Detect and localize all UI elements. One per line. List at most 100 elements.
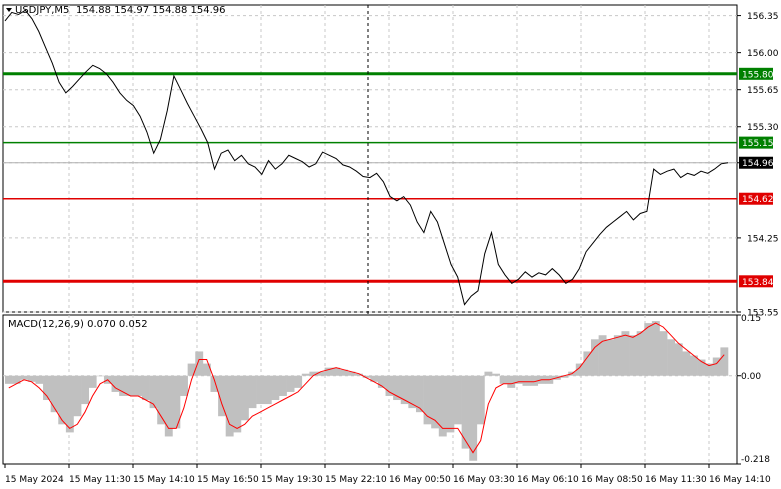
macd-bar [370,375,379,382]
macd-bar [210,375,219,392]
ohlc-values: 154.88 154.97 154.88 154.96 [76,5,226,16]
macd-bar [667,339,676,376]
macd-bar [111,375,120,392]
level-label-box [739,136,773,149]
macd-bar [484,371,493,376]
time-tick-label: 16 May 14:10 [709,475,771,485]
macd-panel[interactable]: MACD(12,26,9) 0.070 0.052 0.15 0.00 -0.218 [2,314,770,465]
macd-bar [119,375,128,396]
macd-bar [514,375,523,384]
macd-bar [621,331,630,376]
macd-bar [134,375,143,396]
price-tick-label: 153.55 [747,309,779,319]
macd-bar [256,375,265,405]
price-panel-frame [2,4,738,313]
time-tick-label: 16 May 08:50 [581,475,643,485]
macd-bar [27,375,36,382]
time-tick-label: 15 May 19:30 [261,475,323,485]
macd-bar [400,375,409,405]
price-tick-label: 155.30 [747,123,779,133]
macd-bar [218,375,226,417]
macd-bar [180,375,188,396]
level-label-box [739,192,773,205]
macd-tick-label: 0.00 [741,372,761,382]
macd-bar [332,367,341,376]
macd-bar [461,375,470,449]
macd-bar [309,371,318,376]
macd-bar [560,375,569,378]
chart-header: USDJPY,M5 154.88 154.97 154.88 154.96 [6,5,226,16]
macd-bar [720,347,729,376]
macd-bar [469,375,478,461]
macd-title: MACD(12,26,9) 0.070 0.052 [8,319,148,330]
macd-bar [583,351,592,376]
macd-bar [689,355,698,376]
macd-bar [50,375,59,413]
current-price-label: 154.96 [742,159,774,169]
price-tick-label: 156.00 [747,49,779,59]
macd-bar [423,375,432,425]
macd-bar [248,375,257,409]
macd-bar [499,375,508,384]
price-tick-label: 155.65 [747,86,779,96]
macd-bar [415,375,424,413]
macd-bar [591,339,599,376]
time-tick-label: 15 May 2024 [5,475,64,485]
macd-bar [141,375,150,401]
level-label: 153.84 [742,278,774,288]
macd-bar [530,375,539,386]
macd-bar [278,375,287,396]
time-tick-label: 15 May 11:30 [69,475,131,485]
level-label: 154.62 [742,195,774,205]
macd-bar [507,375,516,388]
macd-bar [712,357,721,376]
macd-bar [58,375,67,425]
support-resistance-levels: 155.80 155.15 154.62 153.84 154.96 [3,67,774,288]
macd-bar [636,331,645,376]
macd-bar [651,321,660,376]
macd-bar [164,375,173,437]
macd-axis: 0.15 0.00 -0.218 [737,314,770,465]
macd-bar [88,375,97,388]
price-grid [3,5,737,313]
time-tick-label: 15 May 16:50 [197,475,259,485]
price-panel[interactable]: 155.80 155.15 154.62 153.84 154.96 USDJPY,M5… [2,4,779,464]
macd-bar [377,375,386,388]
price-axis: 156.35 156.00 155.65 155.30 154.25 153.55 [737,12,779,319]
macd-bar [454,375,462,425]
macd-bar [446,375,455,433]
macd-bar [644,323,653,376]
macd-bar [362,375,371,378]
macd-bar [5,375,13,384]
macd-bar [263,375,272,405]
current-price-box [739,156,773,169]
macd-bar [339,369,348,376]
macd-bar [355,373,363,376]
macd-bar [393,375,402,401]
macd-bar [126,375,135,396]
macd-bar [598,335,607,376]
macd-bar [157,375,166,425]
macd-bar [172,375,181,429]
macd-bar [225,375,234,437]
price-tick-label: 154.25 [747,234,779,244]
macd-bar [705,363,714,376]
macd-bar [20,375,29,380]
macd-bar [408,375,417,409]
macd-bar [674,343,683,376]
macd-bar [43,375,51,401]
time-axis: 15 May 2024 15 May 11:30 15 May 14:10 15 Ma… [4,464,771,485]
macd-bar [73,375,82,417]
time-tick-label: 16 May 00:50 [389,475,451,485]
time-tick-label: 15 May 22:10 [325,475,387,485]
macd-tick-label: -0.218 [741,455,770,465]
dropdown-triangle-icon[interactable] [6,8,12,12]
macd-bar [575,363,584,376]
price-series-line [4,9,729,306]
time-tick-label: 16 May 03:30 [453,475,515,485]
macd-bar [476,375,485,425]
macd-bar [324,367,333,376]
macd-bar [438,375,447,437]
signal-line [8,322,725,454]
